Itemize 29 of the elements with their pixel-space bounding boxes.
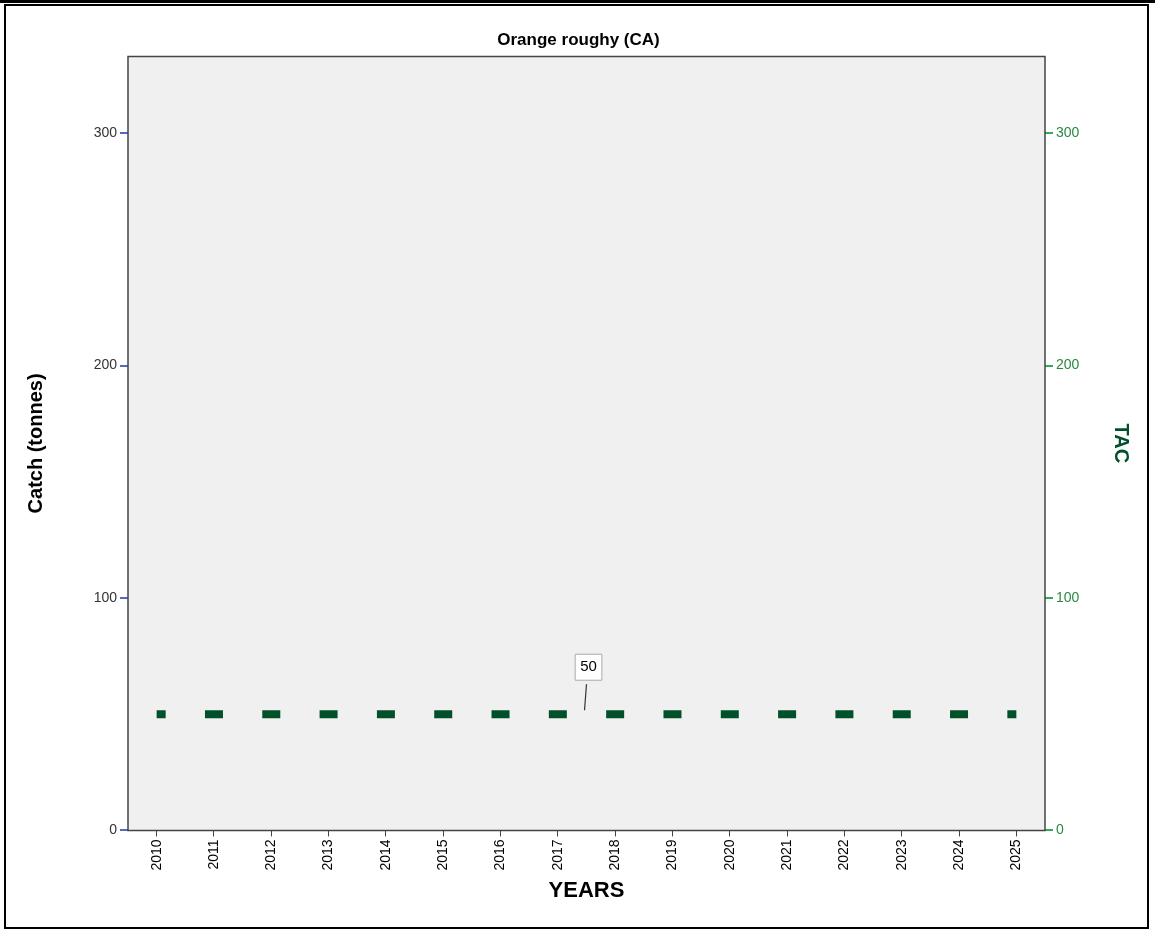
y-tick-label: 0 bbox=[109, 821, 118, 838]
y-tick-label: 200 bbox=[93, 356, 118, 373]
x-tick-label: 2018 bbox=[606, 839, 623, 871]
y-tick-label: 100 bbox=[93, 588, 118, 605]
x-tick-label: 2016 bbox=[491, 839, 508, 871]
x-tick-label: 2017 bbox=[548, 839, 565, 871]
y2-tick-label: 200 bbox=[1056, 356, 1080, 373]
x-axis-title: YEARS bbox=[548, 876, 625, 902]
x-tick-label: 2023 bbox=[892, 839, 909, 871]
x-tick-label: 2010 bbox=[147, 839, 164, 871]
x-tick-label: 2011 bbox=[204, 839, 221, 870]
x-tick-label: 2012 bbox=[262, 839, 279, 871]
chart-title: Orange roughy (CA) bbox=[497, 29, 660, 49]
x-tick-label: 2020 bbox=[720, 839, 737, 871]
x-tick-label: 2015 bbox=[434, 839, 451, 871]
y2-axis-title: TAC bbox=[1111, 423, 1134, 464]
x-tick-label: 2014 bbox=[376, 839, 393, 871]
x-tick-label: 2021 bbox=[777, 839, 794, 871]
y-axis-title: Catch (tonnes) bbox=[23, 373, 46, 514]
x-tick-label: 2019 bbox=[663, 839, 680, 871]
x-tick-label: 2022 bbox=[835, 839, 852, 871]
y-tick-label: 300 bbox=[93, 123, 118, 140]
y2-tick-label: 300 bbox=[1056, 123, 1080, 140]
x-tick-label: 2025 bbox=[1007, 839, 1024, 871]
x-tick-label: 2024 bbox=[949, 839, 966, 871]
y2-tick-label: 100 bbox=[1056, 588, 1080, 605]
annotation: 50 bbox=[580, 657, 597, 675]
x-tick-label: 2013 bbox=[319, 839, 336, 871]
y2-tick-label: 0 bbox=[1056, 821, 1064, 838]
